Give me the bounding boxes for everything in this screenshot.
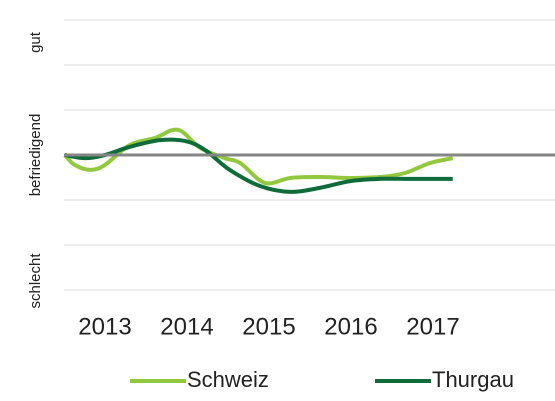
x-tick-label: 2016 <box>324 313 377 340</box>
y-tick-label: befriedigend <box>27 114 44 197</box>
x-tick-label: 2013 <box>78 313 131 340</box>
x-tick-label: 2015 <box>242 313 295 340</box>
x-tick-label: 2014 <box>160 313 213 340</box>
series-line <box>63 127 454 186</box>
x-tick-label: 2017 <box>406 313 459 340</box>
series-line <box>64 137 453 194</box>
legend-label: Thurgau <box>432 367 514 392</box>
y-tick-label: schlecht <box>27 253 44 309</box>
y-tick-label: gut <box>27 31 44 53</box>
legend-label: Schweiz <box>187 367 269 392</box>
